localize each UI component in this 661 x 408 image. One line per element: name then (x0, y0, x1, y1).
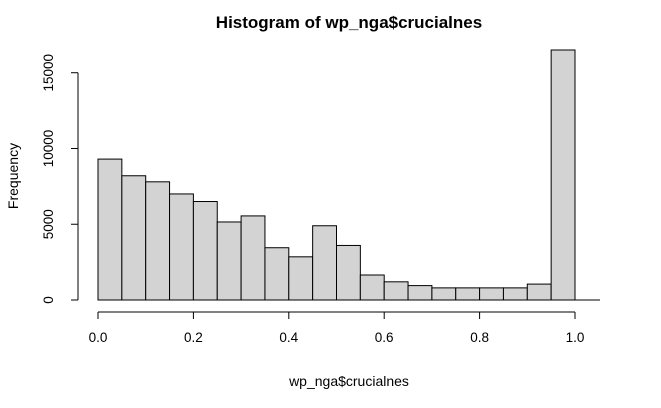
histogram-bar (502, 287, 528, 301)
x-tick-label: 0.2 (184, 330, 203, 345)
y-axis: 0 5000 10000 15000 (41, 54, 79, 304)
x-tick-label: 0.4 (279, 330, 298, 345)
histogram-bar (407, 285, 433, 301)
histogram-bar (383, 281, 409, 301)
histogram-bar (526, 283, 552, 301)
histogram-bar (550, 49, 576, 301)
y-tick-label: 5000 (41, 209, 56, 239)
y-axis-label: Frequency (5, 143, 21, 209)
histogram-bar (312, 225, 337, 301)
histogram-bar (192, 201, 218, 301)
histogram-bar (479, 287, 504, 301)
x-tick-label: 0.6 (375, 330, 394, 345)
y-tick-label: 0 (41, 296, 56, 304)
x-axis: 0.0 0.2 0.4 0.6 0.8 1.0 (89, 311, 585, 345)
x-tick-label: 0.0 (89, 330, 108, 345)
histogram-bar (359, 274, 385, 301)
x-tick-label: 1.0 (566, 330, 585, 345)
histogram-bar (145, 181, 171, 301)
histogram-bar (169, 193, 194, 301)
histogram-bar (431, 287, 457, 301)
histogram-bar (455, 287, 481, 301)
y-tick-label: 15000 (41, 54, 56, 92)
x-tick-label: 0.8 (470, 330, 489, 345)
histogram-bar (216, 221, 242, 301)
histogram-bar (121, 175, 147, 301)
histogram-bar (97, 158, 123, 301)
histogram-bar (240, 215, 266, 301)
bars-group (97, 49, 600, 301)
chart-title: Histogram of wp_nga$crucialnes (216, 13, 482, 32)
histogram-bar (336, 244, 361, 301)
y-tick-label: 10000 (41, 130, 56, 168)
x-axis-label: wp_nga$crucialnes (288, 373, 409, 389)
histogram-bar (264, 247, 290, 301)
histogram-bar (288, 256, 314, 301)
